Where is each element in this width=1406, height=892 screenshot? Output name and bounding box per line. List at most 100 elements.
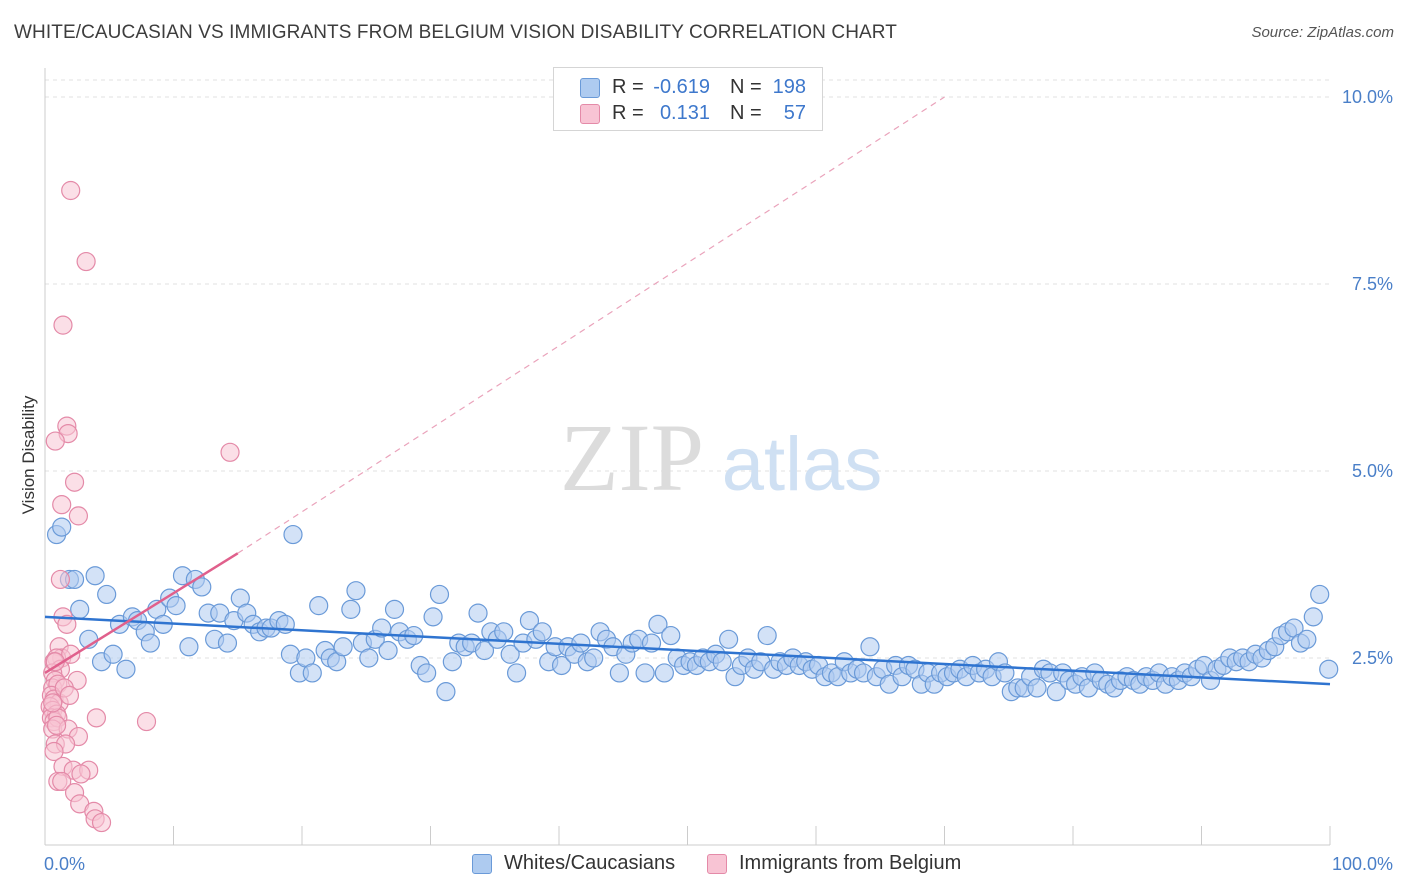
- legend-r-label: R =: [612, 102, 644, 124]
- data-point: [166, 596, 186, 616]
- data-point: [423, 607, 443, 627]
- data-point: [217, 633, 238, 653]
- data-point: [719, 629, 739, 649]
- data-point: [346, 581, 366, 601]
- data-point: [309, 596, 329, 616]
- correlation-legend: R = -0.619 N = 198 R = 0.131 N = 57: [553, 67, 823, 131]
- data-point: [571, 633, 591, 653]
- data-point: [43, 693, 63, 713]
- data-point: [712, 652, 732, 672]
- data-point: [1027, 678, 1047, 698]
- legend-swatch-whites: [472, 854, 492, 874]
- watermark: ZIP atlas: [560, 404, 882, 511]
- data-point: [71, 764, 91, 784]
- legend-n-value: 57: [783, 102, 806, 124]
- data-point: [359, 648, 379, 668]
- data-point: [52, 495, 72, 515]
- legend-swatch-belgium: [580, 104, 600, 124]
- data-point: [661, 625, 681, 646]
- data-point: [609, 663, 629, 683]
- grid: [45, 79, 1330, 659]
- data-point: [103, 644, 123, 664]
- data-point: [179, 637, 199, 657]
- data-point: [192, 577, 212, 597]
- data-point: [417, 663, 437, 683]
- data-point: [1303, 607, 1323, 627]
- data-point: [57, 614, 77, 634]
- legend-r-value: 0.131: [659, 102, 710, 124]
- data-point: [45, 431, 65, 451]
- data-point: [429, 584, 450, 605]
- data-point: [500, 644, 520, 664]
- data-point: [648, 614, 668, 634]
- x-tick-label: 0.0%: [44, 854, 85, 874]
- x-tick-labels: 0.0% 100.0%: [44, 854, 1393, 874]
- data-point: [46, 715, 67, 735]
- data-point: [506, 663, 527, 683]
- data-point: [341, 599, 361, 619]
- y-axis-label: Vision Disability: [19, 395, 38, 514]
- source-label: Source: ZipAtlas.com: [1251, 24, 1394, 41]
- data-point: [116, 659, 136, 679]
- data-point: [468, 603, 488, 623]
- series-belgium: [40, 180, 240, 833]
- x-tick-label: 100.0%: [1332, 854, 1393, 874]
- points: [40, 180, 1339, 833]
- data-point: [442, 652, 462, 672]
- legend-row-whites: R = -0.619 N = 198: [554, 76, 822, 102]
- data-point: [1319, 659, 1339, 679]
- legend-label-whites: Whites/Caucasians: [504, 852, 676, 874]
- data-point: [372, 618, 392, 638]
- series-whites: [46, 517, 1339, 702]
- data-point: [136, 711, 157, 732]
- data-point: [59, 685, 80, 706]
- data-point: [52, 517, 72, 537]
- data-point: [140, 633, 160, 653]
- trend-lines: [44, 96, 1331, 686]
- data-point: [97, 584, 117, 605]
- data-point: [68, 506, 89, 526]
- data-point: [91, 812, 112, 833]
- data-point: [532, 622, 552, 642]
- data-point: [551, 655, 572, 676]
- data-point: [85, 566, 105, 586]
- data-point: [283, 524, 303, 545]
- data-point: [70, 599, 90, 619]
- data-point: [494, 622, 514, 642]
- legend-label-belgium: Immigrants from Belgium: [739, 852, 962, 874]
- data-point: [86, 708, 107, 728]
- data-point: [220, 442, 240, 462]
- data-point: [44, 741, 64, 762]
- data-point: [1046, 682, 1066, 702]
- legend-n-label: N =: [730, 76, 762, 98]
- legend-n-value: 198: [772, 76, 806, 98]
- watermark-atlas: atlas: [722, 422, 883, 507]
- legend-r-value: -0.619: [653, 76, 710, 98]
- legend-r-label: R =: [612, 76, 644, 98]
- data-point: [1297, 629, 1317, 649]
- y-tick-label: 10.0%: [1342, 87, 1393, 107]
- data-point: [635, 663, 655, 683]
- watermark-zip: ZIP: [560, 404, 704, 511]
- y-tick-label: 7.5%: [1352, 274, 1393, 294]
- legend-swatch-belgium: [707, 854, 727, 874]
- data-point: [61, 180, 81, 201]
- data-point: [654, 663, 674, 683]
- data-point: [860, 637, 880, 657]
- data-point: [333, 637, 353, 657]
- data-point: [436, 682, 456, 702]
- trend-extension-belgium: [237, 96, 945, 554]
- data-point: [384, 599, 405, 619]
- data-point: [519, 610, 540, 631]
- data-point: [53, 315, 73, 335]
- y-tick-labels: 2.5% 5.0% 7.5% 10.0%: [1342, 87, 1393, 668]
- data-point: [474, 640, 495, 661]
- data-point: [64, 472, 85, 492]
- y-tick-label: 5.0%: [1352, 461, 1393, 481]
- trend-line-belgium: [44, 552, 239, 675]
- data-point: [76, 251, 96, 272]
- data-point: [378, 640, 398, 661]
- legend-row-belgium: R = 0.131 N = 57: [554, 102, 822, 128]
- data-point: [757, 625, 777, 646]
